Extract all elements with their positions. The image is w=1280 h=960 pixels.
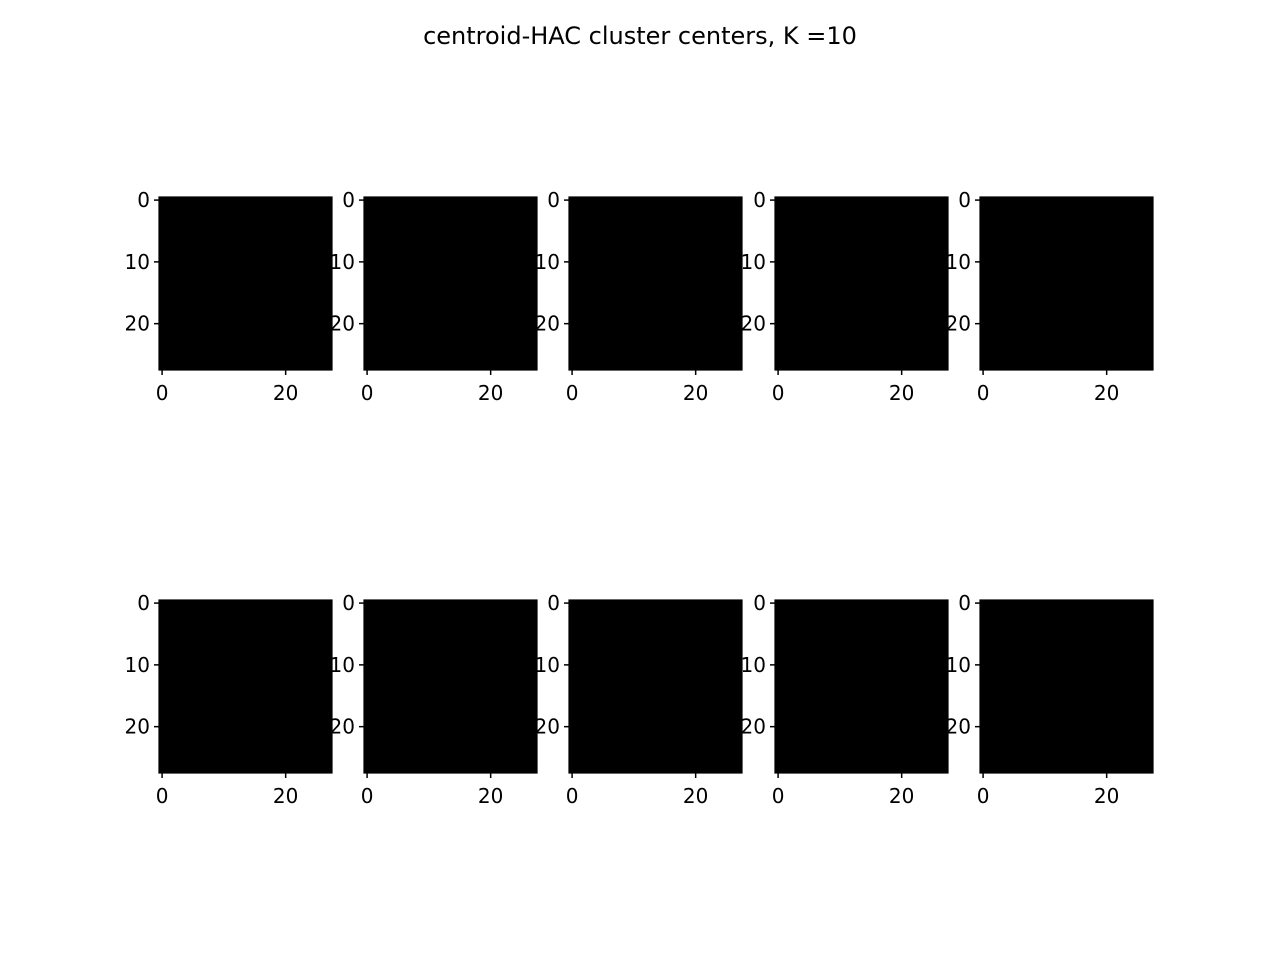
x-tick-label: 0 — [156, 381, 169, 405]
cluster-center-panel-0: 0 10 20 0 20 — [125, 188, 333, 405]
cluster-center-panel-2: 0 10 20 0 20 — [535, 188, 743, 405]
axes-frame — [158, 196, 333, 371]
y-tick-label: 0 — [547, 591, 560, 615]
cluster-center-panel-3: 0 10 20 0 20 — [741, 188, 949, 405]
y-tick-label: 0 — [547, 188, 560, 212]
y-tick-label: 0 — [753, 188, 766, 212]
x-tick-label: 20 — [683, 784, 708, 808]
x-tick-label: 20 — [1094, 381, 1119, 405]
x-tick-label: 0 — [566, 381, 579, 405]
y-tick-label: 0 — [958, 188, 971, 212]
y-tick-label: 10 — [330, 653, 355, 677]
panel-image-background — [980, 600, 1153, 773]
y-tick-label: 10 — [125, 250, 150, 274]
axes-frame — [568, 599, 743, 774]
y-tick-label: 0 — [753, 591, 766, 615]
y-tick-label: 0 — [137, 591, 150, 615]
x-tick-label: 0 — [156, 784, 169, 808]
y-tick-label: 20 — [125, 715, 150, 739]
axes-frame — [774, 196, 949, 371]
panel-image-background — [775, 197, 948, 370]
panel-image-background — [364, 197, 537, 370]
y-tick-label: 10 — [946, 250, 971, 274]
axes-frame — [979, 599, 1154, 774]
panel-image-background — [569, 197, 742, 370]
x-tick-label: 0 — [361, 381, 374, 405]
axes-frame — [979, 196, 1154, 371]
y-tick-label: 10 — [535, 250, 560, 274]
x-tick-label: 0 — [772, 784, 785, 808]
cluster-center-panel-1: 0 10 20 0 20 — [330, 188, 538, 405]
cluster-center-panel-9: 0 10 20 0 20 — [946, 591, 1154, 808]
y-tick-label: 0 — [137, 188, 150, 212]
y-tick-label: 10 — [125, 653, 150, 677]
y-tick-label: 20 — [741, 312, 766, 336]
x-tick-label: 20 — [478, 784, 503, 808]
panel-image-background — [159, 197, 332, 370]
panel-image-background — [775, 600, 948, 773]
y-tick-label: 20 — [946, 312, 971, 336]
x-tick-label: 0 — [361, 784, 374, 808]
panel-image-background — [159, 600, 332, 773]
x-tick-label: 0 — [772, 381, 785, 405]
axes-frame — [774, 599, 949, 774]
y-tick-label: 10 — [535, 653, 560, 677]
x-tick-label: 20 — [273, 381, 298, 405]
x-tick-label: 20 — [889, 784, 914, 808]
y-tick-label: 20 — [535, 312, 560, 336]
axes-frame — [158, 599, 333, 774]
axes-frame — [363, 196, 538, 371]
cluster-center-panel-6: 0 10 20 0 20 — [330, 591, 538, 808]
panel-image-background — [569, 600, 742, 773]
x-tick-label: 0 — [566, 784, 579, 808]
y-tick-label: 20 — [741, 715, 766, 739]
x-tick-label: 20 — [478, 381, 503, 405]
y-tick-label: 20 — [330, 312, 355, 336]
panels-group: 0 10 20 0 20 0 10 20 0 20 0 10 20 0 20 0 10 20 0 20 0 10 20 0 20… — [125, 188, 1154, 808]
x-tick-label: 0 — [977, 381, 990, 405]
y-tick-label: 0 — [342, 188, 355, 212]
panel-image-background — [364, 600, 537, 773]
y-tick-label: 0 — [958, 591, 971, 615]
y-tick-label: 20 — [535, 715, 560, 739]
axes-frame — [568, 196, 743, 371]
cluster-center-panel-5: 0 10 20 0 20 — [125, 591, 333, 808]
x-tick-label: 20 — [683, 381, 708, 405]
axes-frame — [363, 599, 538, 774]
y-tick-label: 0 — [342, 591, 355, 615]
cluster-center-panel-8: 0 10 20 0 20 — [741, 591, 949, 808]
cluster-center-panel-4: 0 10 20 0 20 — [946, 188, 1154, 405]
x-tick-label: 20 — [273, 784, 298, 808]
y-tick-label: 10 — [330, 250, 355, 274]
y-tick-label: 10 — [741, 653, 766, 677]
y-tick-label: 10 — [946, 653, 971, 677]
panel-image-background — [980, 197, 1153, 370]
y-tick-label: 20 — [125, 312, 150, 336]
x-tick-label: 20 — [889, 381, 914, 405]
chart-title: centroid-HAC cluster centers, K =10 — [423, 22, 857, 50]
x-tick-label: 20 — [1094, 784, 1119, 808]
cluster-center-panel-7: 0 10 20 0 20 — [535, 591, 743, 808]
y-tick-label: 20 — [330, 715, 355, 739]
y-tick-label: 10 — [741, 250, 766, 274]
y-tick-label: 20 — [946, 715, 971, 739]
x-tick-label: 0 — [977, 784, 990, 808]
